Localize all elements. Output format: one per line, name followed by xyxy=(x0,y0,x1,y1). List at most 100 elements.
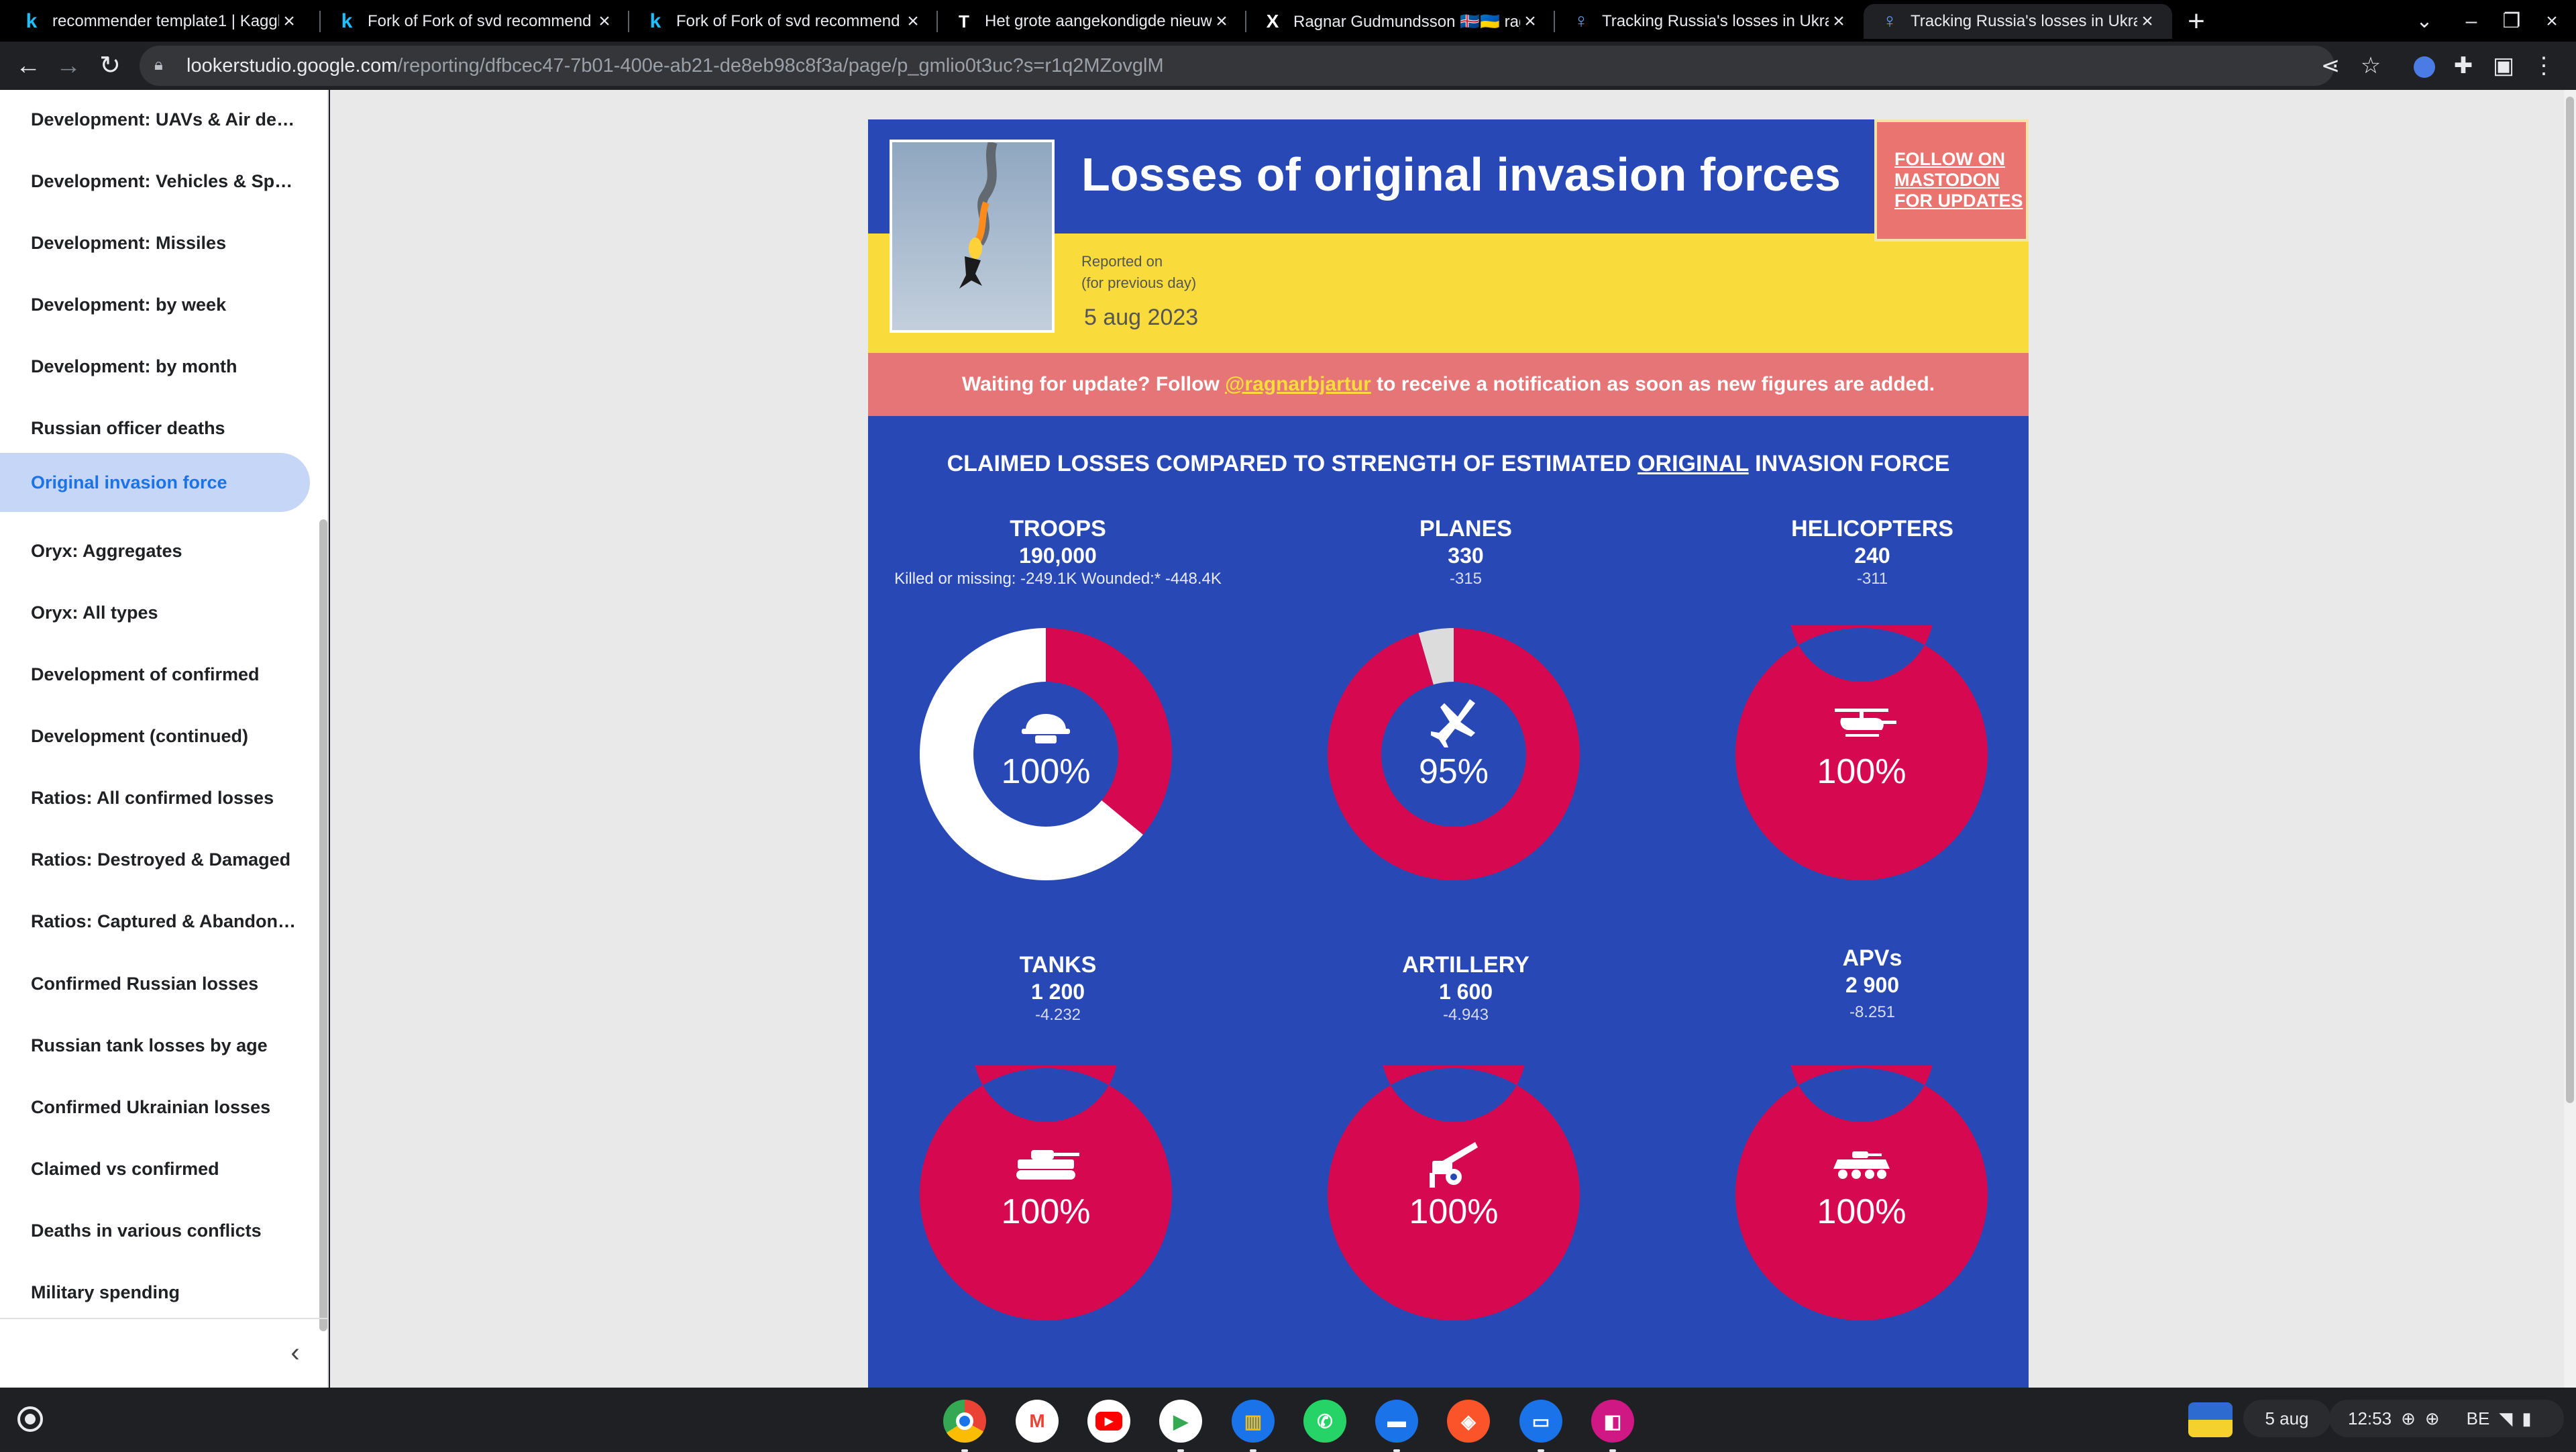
launcher-button[interactable] xyxy=(17,1406,43,1432)
browser-tab[interactable]: k recommender template1 | Kaggle × xyxy=(5,4,314,39)
sidebar-item[interactable]: Development: Vehicles & Sp… xyxy=(31,170,293,191)
books-app-icon[interactable]: ▥ xyxy=(1232,1400,1275,1452)
metric-loss: -4.232 xyxy=(1034,1006,1081,1024)
canvas-scrollbar[interactable] xyxy=(2564,90,2576,1388)
donut-percent: 100% xyxy=(1817,1192,1907,1231)
sidebar-scrollbar[interactable] xyxy=(319,519,327,1331)
tab-separator xyxy=(936,11,938,32)
burning-aircraft-photo xyxy=(890,140,1055,333)
close-window-icon[interactable]: × xyxy=(2546,10,2558,32)
date-strip xyxy=(868,234,2029,353)
sidebar-item[interactable]: Ratios: Captured & Abandon… xyxy=(31,911,296,931)
looker-studio-icon: ♀ xyxy=(1882,10,1898,32)
browser-tab[interactable]: X Ragnar Gudmundsson 🇮🇸🇺🇦 rag × xyxy=(1246,4,1555,39)
browser-tab-active[interactable]: ♀ Tracking Russia's losses in Ukra × xyxy=(1864,4,2172,39)
metric-name: ARTILLERY xyxy=(1402,952,1529,978)
address-bar[interactable]: 🔒︎ lookerstudio.google.com/reporting/dfb… xyxy=(140,46,2334,86)
reload-icon[interactable]: ↻ xyxy=(99,52,121,80)
sidebar-item[interactable]: Oryx: Aggregates xyxy=(31,540,182,561)
sidebar-item[interactable]: Russian officer deaths xyxy=(31,417,225,438)
sidebar-item[interactable]: Deaths in various conflicts xyxy=(31,1220,262,1241)
share-icon[interactable]: ⋖ xyxy=(2320,53,2341,79)
screencast-app-icon[interactable]: ◧ xyxy=(1591,1400,1634,1452)
close-icon[interactable]: × xyxy=(283,10,295,32)
follow-mastodon-link[interactable]: FOLLOW ON MASTODON FOR UPDATES xyxy=(1894,149,2023,211)
donut-slice-losses xyxy=(919,1066,1172,1320)
play-store-app-icon[interactable]: ▶ xyxy=(1159,1400,1202,1452)
banner-text-end: to receive a notification as soon as new… xyxy=(1371,373,1935,395)
mastodon-handle-link[interactable]: @ragnarbjartur xyxy=(1225,373,1371,395)
sidebar-item[interactable]: Development: UAVs & Air de… xyxy=(31,109,295,129)
browser-tab[interactable]: ♀ Tracking Russia's losses in Ukra × xyxy=(1555,4,1864,39)
minimize-icon[interactable]: – xyxy=(2465,10,2477,32)
follow-on-mastodon-box: FOLLOW ON MASTODON FOR UPDATES xyxy=(1874,119,2029,242)
sidebar-item[interactable]: Confirmed Ukrainian losses xyxy=(31,1096,271,1117)
tab-title: recommender template1 | Kaggle xyxy=(52,12,279,30)
collapse-sidebar-button[interactable]: ‹ xyxy=(290,1338,300,1367)
youtube-app-icon[interactable]: ▶ xyxy=(1087,1400,1130,1443)
metric-value: 240 xyxy=(1854,543,1890,568)
sidebar-item[interactable]: Russian tank losses by age xyxy=(31,1035,268,1055)
sidebar-item[interactable]: Oryx: All types xyxy=(31,602,158,623)
donut-slice-losses xyxy=(1735,1066,1988,1320)
donut-chart xyxy=(1328,628,1580,880)
messages-app-icon[interactable]: ▬ xyxy=(1375,1400,1418,1452)
extension-badge-icon[interactable] xyxy=(2407,48,2442,83)
helicopter-icon xyxy=(1835,709,1896,737)
brave-app-icon[interactable]: ◈ xyxy=(1447,1400,1490,1443)
sidebar-item[interactable]: Military spending xyxy=(31,1282,180,1302)
status-tray[interactable]: 12:53 ⊕ ⊕ BE ◥ ▮ xyxy=(2329,1400,2564,1437)
kaggle-icon: k xyxy=(649,10,661,32)
close-icon[interactable]: × xyxy=(1216,10,1228,32)
tab-title: Fork of Fork of svd recommend | xyxy=(676,12,903,30)
clock: 12:53 xyxy=(2348,1408,2392,1429)
new-tab-button[interactable]: + xyxy=(2188,5,2205,38)
extensions-icon[interactable]: ✚ xyxy=(2453,53,2473,79)
tab-search-icon[interactable]: ⌄ xyxy=(2416,10,2433,32)
add-icon: ⊕ xyxy=(2424,1408,2440,1429)
restore-icon[interactable]: ❐ xyxy=(2502,10,2521,32)
close-icon[interactable]: × xyxy=(1524,10,1536,32)
side-panel-icon[interactable]: ▣ xyxy=(2492,53,2515,79)
browser-tab[interactable]: k Fork of Fork of svd recommend | × xyxy=(629,4,938,39)
chrome-app-icon[interactable] xyxy=(943,1400,986,1452)
tab-separator xyxy=(1554,11,1555,32)
tray-date[interactable]: 5 aug xyxy=(2243,1400,2330,1437)
menu-icon[interactable]: ⋮ xyxy=(2532,53,2555,79)
whatsapp-app-icon[interactable]: ✆ xyxy=(1303,1400,1346,1443)
browser-tab[interactable]: T Het grote aangekondigde nieuw × xyxy=(938,4,1246,39)
add-icon: ⊕ xyxy=(2401,1408,2416,1429)
sidebar-item[interactable]: Development of confirmed xyxy=(31,664,260,684)
donut-chart xyxy=(1735,625,1988,880)
close-icon[interactable]: × xyxy=(2141,10,2153,32)
sidebar-item[interactable]: Ratios: Destroyed & Damaged xyxy=(31,849,291,870)
sidebar-item-selected[interactable]: Original invasion force xyxy=(0,453,310,512)
browser-tab[interactable]: k Fork of Fork of svd recommend | × xyxy=(321,4,629,39)
metric-loss: -311 xyxy=(1856,570,1888,588)
tab-separator xyxy=(1245,11,1246,32)
battery-icon: ▮ xyxy=(2522,1408,2532,1429)
sidebar-item[interactable]: Development (continued) xyxy=(31,725,249,746)
bookmark-star-icon[interactable]: ☆ xyxy=(2360,53,2381,79)
user-avatar[interactable] xyxy=(2188,1402,2233,1437)
metric-planes: PLANES 330 -315 xyxy=(1278,515,1654,589)
sidebar-item[interactable]: Ratios: All confirmed losses xyxy=(31,787,274,808)
scrollbar-thumb[interactable] xyxy=(2566,97,2574,1103)
back-icon[interactable]: ← xyxy=(15,52,41,80)
donut-slice-losses xyxy=(1046,628,1172,835)
sidebar-item[interactable]: Development: by week xyxy=(31,294,227,315)
tab-title: Tracking Russia's losses in Ukra xyxy=(1911,12,2137,30)
sidebar-item[interactable]: Confirmed Russian losses xyxy=(31,973,259,994)
gmail-app-icon[interactable]: M xyxy=(1016,1400,1059,1443)
forward-icon[interactable]: → xyxy=(56,52,81,80)
donut-chart xyxy=(919,1066,1172,1320)
donut-percent: 95% xyxy=(1418,752,1489,791)
donut-tanks: 100% xyxy=(917,1066,1175,1323)
close-icon[interactable]: × xyxy=(598,10,610,32)
sidebar-item[interactable]: Development: by month xyxy=(31,356,237,376)
sidebar-item[interactable]: Claimed vs confirmed xyxy=(31,1158,219,1179)
sidebar-item[interactable]: Development: Missiles xyxy=(31,232,227,253)
files-app-icon[interactable]: ▭ xyxy=(1519,1400,1562,1452)
close-icon[interactable]: × xyxy=(907,10,919,32)
close-icon[interactable]: × xyxy=(1833,10,1845,32)
